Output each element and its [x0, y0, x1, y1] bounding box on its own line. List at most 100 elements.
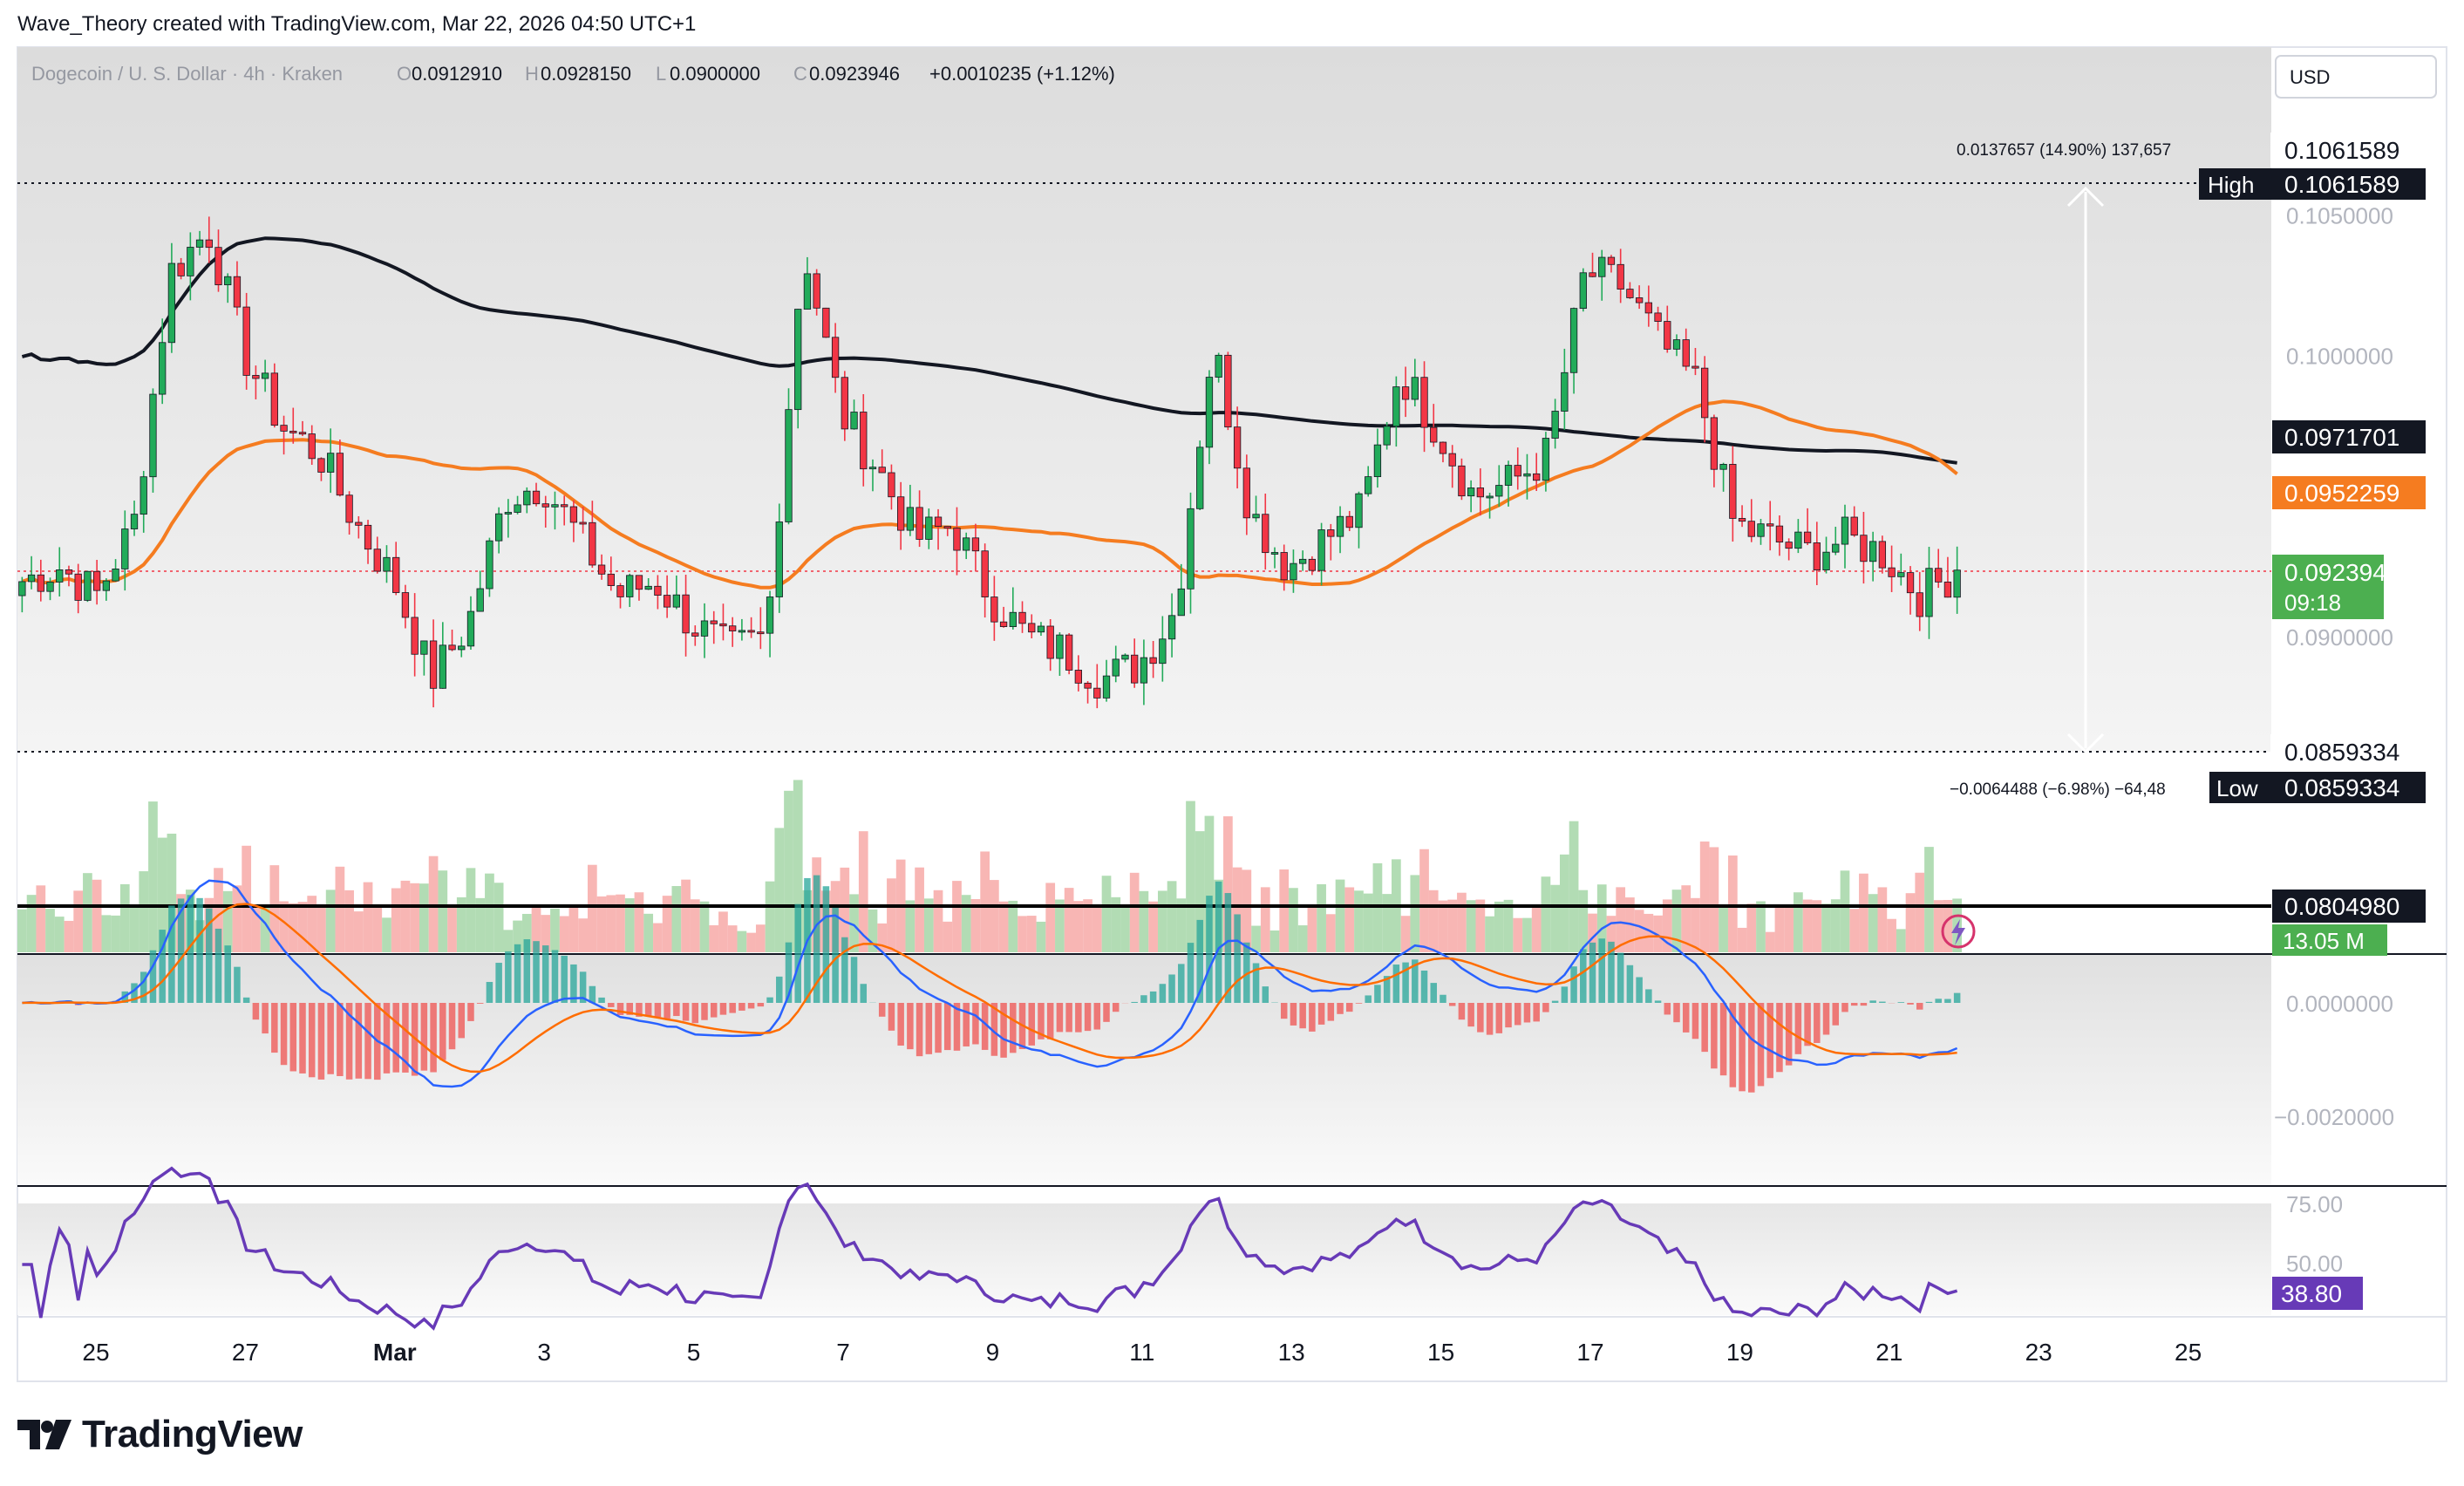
- macd-hist-bar-24: [242, 997, 250, 1003]
- volume-bar-31: [307, 896, 317, 952]
- ohlc-low: 0.0900000: [670, 63, 760, 85]
- macd-hist-bar-175: [1654, 1000, 1662, 1003]
- volume-bar-117: [1111, 896, 1121, 952]
- volume-bar-155: [1466, 900, 1476, 952]
- volume-bar-194: [1830, 899, 1841, 952]
- ma50-tag: 0.0952259: [2284, 480, 2399, 507]
- volume-bar-184: [1737, 927, 1747, 952]
- macd-hist-bar-26: [262, 1003, 269, 1034]
- candle-body-162: [1533, 473, 1541, 481]
- volume-bar-28: [279, 901, 289, 952]
- volume-bar-23: [232, 885, 242, 952]
- macd-hist-bar-77: [739, 1003, 745, 1011]
- candle-body-114: [1084, 682, 1092, 689]
- candle-body-123: [1167, 615, 1176, 640]
- volume-bar-34: [335, 866, 345, 952]
- macd-line: [22, 879, 1958, 1088]
- volume-bar-146: [1382, 894, 1392, 952]
- candle-body-37: [364, 524, 372, 550]
- macd-hist-bar-95: [907, 1003, 914, 1050]
- volume-bar-14: [148, 801, 158, 952]
- candle-body-147: [1392, 386, 1400, 427]
- tradingview-logo-icon: [17, 1420, 71, 1449]
- measure-arrow-up: [2066, 186, 2105, 208]
- macd-hist-bar-120: [1140, 995, 1147, 1003]
- macd-hist-bar-102: [972, 1003, 979, 1045]
- volume-bar-1: [26, 895, 37, 952]
- candle-body-203: [1916, 592, 1923, 617]
- ohlc-o-label: O: [397, 63, 412, 85]
- candle-body-169: [1598, 256, 1606, 277]
- volume-bar-96: [915, 867, 924, 952]
- macd-hist-bar-97: [925, 1003, 933, 1054]
- macd-hist-bar-135: [1280, 1003, 1288, 1019]
- candle-body-99: [943, 526, 951, 529]
- volume-bar-144: [1363, 893, 1373, 952]
- candle-body-95: [906, 507, 915, 531]
- candle-body-185: [1747, 521, 1755, 537]
- volume-bar-175: [1653, 915, 1663, 952]
- time-tick-3: 3: [537, 1339, 551, 1366]
- candle-body-168: [1589, 272, 1596, 277]
- candle-body-86: [822, 307, 830, 338]
- candle-body-50: [486, 540, 493, 590]
- volume-bar-131: [1242, 869, 1252, 952]
- candle-body-16: [167, 262, 176, 344]
- volume-bar-142: [1344, 887, 1355, 952]
- macd-hist-bar-49: [476, 1003, 484, 1004]
- macd-hist-bar-72: [691, 1003, 699, 1024]
- volume-bar-162: [1531, 904, 1542, 952]
- macd-hist-bar-168: [1589, 942, 1596, 1003]
- volume-bar-57: [550, 908, 560, 952]
- macd-hist-bar-39: [383, 1003, 391, 1074]
- low-value-tag: 0.0859334: [2284, 739, 2399, 766]
- candle-body-141: [1336, 515, 1344, 537]
- candle-body-125: [1187, 508, 1195, 590]
- volume-bar-54: [521, 913, 532, 952]
- macd-hist-bar-206: [1944, 999, 1951, 1003]
- alert-sparkle-icon[interactable]: [1941, 914, 1976, 949]
- macd-hist-bar-55: [533, 941, 540, 1003]
- macd-hist-bar-150: [1420, 970, 1428, 1003]
- main-pane-bg: [17, 47, 2271, 752]
- candle-body-106: [1009, 611, 1017, 627]
- candle-body-193: [1822, 551, 1830, 570]
- candle-body-172: [1626, 289, 1634, 298]
- symbol-title: Dogecoin / U. S. Dollar · 4h · Kraken: [31, 63, 343, 85]
- macd-hist-bar-69: [664, 1003, 670, 1019]
- macd-low-tick: −0.0020000: [2274, 1104, 2394, 1130]
- volume-bar-2: [36, 885, 46, 952]
- volume-bar-106: [1008, 900, 1018, 952]
- volume-bar-7: [83, 873, 92, 952]
- last-price-tag: 0.0923946: [2284, 559, 2399, 586]
- volume-bar-115: [1092, 905, 1102, 952]
- candlestick-series: [18, 216, 1961, 709]
- volume-bar-177: [1671, 890, 1682, 952]
- macd-hist-bar-179: [1691, 1003, 1699, 1040]
- rsi-tag: 38.80: [2281, 1280, 2342, 1307]
- candle-body-8: [92, 570, 101, 591]
- volume-tag-bg: [2272, 924, 2387, 956]
- measure-arrow-down: [2066, 733, 2105, 754]
- currency-button[interactable]: [2275, 55, 2437, 99]
- macd-hist-bar-174: [1645, 989, 1652, 1003]
- macd-hist-bar-36: [355, 1003, 363, 1079]
- candle-body-131: [1242, 467, 1250, 519]
- candle-body-1: [27, 574, 36, 583]
- volume-bar-72: [690, 899, 700, 952]
- high-price-tag: 0.1061589: [2284, 171, 2399, 198]
- candle-body-60: [579, 521, 587, 525]
- candle-body-30: [298, 432, 307, 435]
- rsi-tag-bg: [2272, 1277, 2363, 1310]
- candle-body-146: [1383, 426, 1391, 446]
- volume-bar-6: [73, 890, 84, 952]
- high-tag-bg: [2199, 168, 2272, 200]
- macd-hist-bar-164: [1551, 1000, 1559, 1003]
- volume-bar-38: [372, 907, 383, 952]
- macd-hist-bar-20: [206, 908, 213, 1003]
- price-tick-0: 0.0900000: [2286, 624, 2393, 651]
- volume-bar-21: [214, 868, 223, 952]
- volume-bar-110: [1045, 883, 1056, 952]
- macd-hist-bar-144: [1365, 995, 1372, 1003]
